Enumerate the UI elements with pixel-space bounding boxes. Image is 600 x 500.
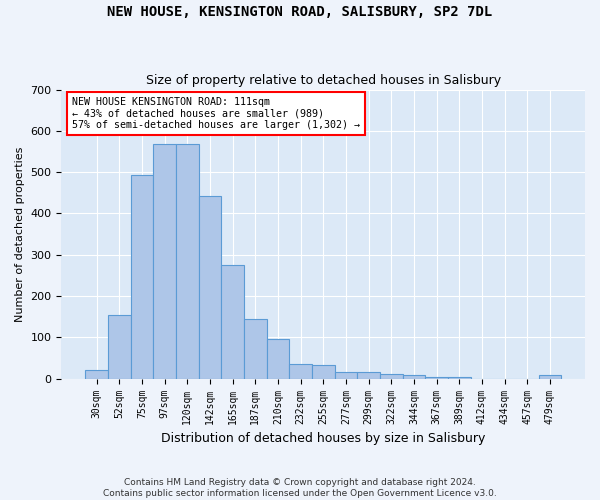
- Bar: [335, 372, 357, 378]
- Bar: [312, 366, 335, 378]
- Text: NEW HOUSE KENSINGTON ROAD: 111sqm
← 43% of detached houses are smaller (989)
57%: NEW HOUSE KENSINGTON ROAD: 111sqm ← 43% …: [72, 97, 360, 130]
- Bar: [221, 265, 244, 378]
- Bar: [108, 314, 131, 378]
- Bar: [199, 196, 221, 378]
- Text: NEW HOUSE, KENSINGTON ROAD, SALISBURY, SP2 7DL: NEW HOUSE, KENSINGTON ROAD, SALISBURY, S…: [107, 5, 493, 19]
- Text: Contains HM Land Registry data © Crown copyright and database right 2024.
Contai: Contains HM Land Registry data © Crown c…: [103, 478, 497, 498]
- Bar: [244, 319, 266, 378]
- Bar: [380, 374, 403, 378]
- Title: Size of property relative to detached houses in Salisbury: Size of property relative to detached ho…: [146, 74, 501, 87]
- Bar: [425, 376, 448, 378]
- Bar: [357, 372, 380, 378]
- Bar: [85, 370, 108, 378]
- Bar: [448, 376, 470, 378]
- Bar: [539, 376, 561, 378]
- Bar: [403, 376, 425, 378]
- Bar: [266, 338, 289, 378]
- Y-axis label: Number of detached properties: Number of detached properties: [15, 146, 25, 322]
- Bar: [131, 176, 153, 378]
- Bar: [289, 364, 312, 378]
- X-axis label: Distribution of detached houses by size in Salisbury: Distribution of detached houses by size …: [161, 432, 485, 445]
- Bar: [153, 144, 176, 378]
- Bar: [176, 144, 199, 378]
